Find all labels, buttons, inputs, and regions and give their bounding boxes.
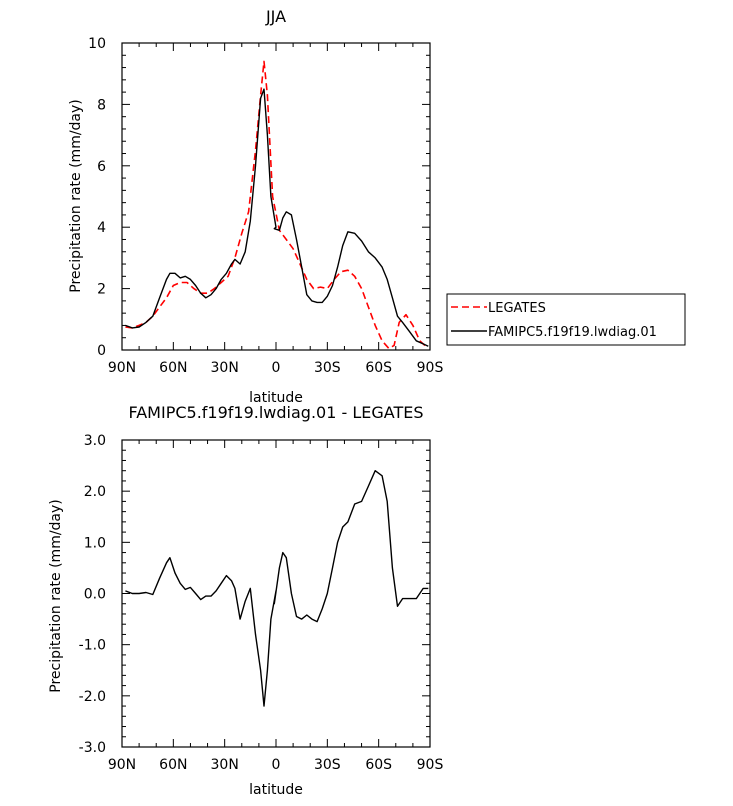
top-chart-title: JJA xyxy=(265,7,286,26)
top-plot-frame xyxy=(121,42,431,351)
top-y-tick-label: 10 xyxy=(88,36,106,52)
bottom-x-tick-label: 30S xyxy=(314,757,341,773)
bottom-plot-area: 90N 60N 30N 0 30S 60S 90S -3.0 -2.0 -1.0 0.0 1.0 2.0… xyxy=(79,433,444,773)
bottom-y-tick-label: 0.0 xyxy=(84,587,106,603)
bottom-x-tick-label: 60S xyxy=(365,757,392,773)
bottom-y-tick-label: -2.0 xyxy=(79,689,106,705)
top-x-tick-label: 60S xyxy=(365,360,392,376)
bottom-x-tick-label: 90N xyxy=(108,757,136,773)
bottom-series-group xyxy=(125,470,429,707)
top-x-tick-label: 30N xyxy=(211,360,239,376)
bottom-y-tick-label: -1.0 xyxy=(79,638,106,654)
legend-label-famipc5: FAMIPC5.f19f19.lwdiag.01 xyxy=(488,325,657,340)
bottom-y-axis-label: Precipitation rate (mm/day) xyxy=(48,499,64,693)
bottom-x-axis-label: latitude xyxy=(249,782,303,798)
bottom-x-tick-label: 60N xyxy=(159,757,187,773)
bottom-series-line-0 xyxy=(125,470,429,707)
bottom-y-tick-label: -3.0 xyxy=(79,740,106,756)
top-y-tick-label: 0 xyxy=(97,343,106,359)
top-x-tick-label: 90N xyxy=(108,360,136,376)
top-x-tick-label: 30S xyxy=(314,360,341,376)
bottom-y-tick-label: 1.0 xyxy=(84,535,106,551)
top-x-tick-label: 0 xyxy=(272,360,281,376)
top-series-line-1 xyxy=(125,88,429,347)
top-series-group xyxy=(125,60,429,350)
top-series-line-0 xyxy=(125,60,428,350)
bottom-chart-title: FAMIPC5.f19f19.lwdiag.01 - LEGATES xyxy=(128,403,423,422)
legend-label-legates: LEGATES xyxy=(488,301,546,316)
legend: LEGATES FAMIPC5.f19f19.lwdiag.01 xyxy=(446,293,686,346)
top-y-tick-label: 8 xyxy=(97,97,106,113)
top-y-axis-label: Precipitation rate (mm/day) xyxy=(68,99,84,293)
bottom-x-tick-label: 90S xyxy=(417,757,444,773)
top-y-tick-label: 4 xyxy=(97,220,106,236)
top-y-tick-label: 6 xyxy=(97,159,106,175)
bottom-panel: FAMIPC5.f19f19.lwdiag.01 - LEGATES 90N 60… xyxy=(48,403,443,798)
top-x-tick-label: 60N xyxy=(159,360,187,376)
bottom-x-tick-label: 30N xyxy=(211,757,239,773)
legend-box xyxy=(446,293,686,346)
top-x-axis-label: latitude xyxy=(249,390,303,406)
top-y-tick-label: 2 xyxy=(97,282,106,298)
bottom-x-tick-label: 0 xyxy=(272,757,281,773)
top-plot-area: 90N 60N 30N 0 30S 60S 90S 0 2 4 6 8 10 xyxy=(88,36,443,376)
top-x-tick-label: 90S xyxy=(417,360,444,376)
bottom-y-tick-label: 2.0 xyxy=(84,484,106,500)
bottom-y-tick-label: 3.0 xyxy=(84,433,106,449)
